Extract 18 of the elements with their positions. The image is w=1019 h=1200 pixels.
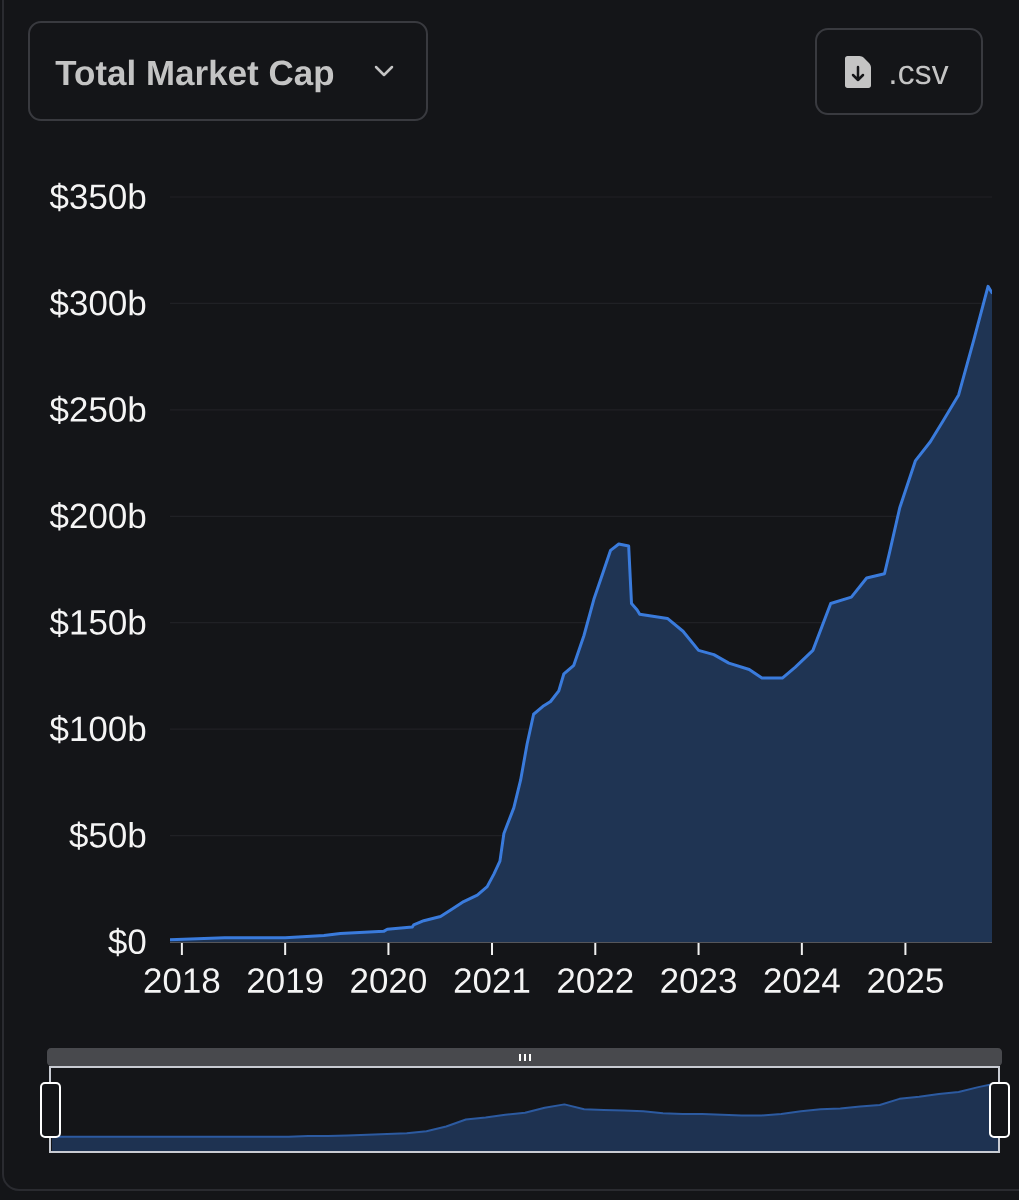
chart-title: Total Market Cap bbox=[55, 59, 334, 93]
x-tick-label: 2020 bbox=[351, 968, 426, 993]
x-tick-label: 2018 bbox=[144, 968, 220, 993]
y-tick-label: $0 bbox=[108, 927, 146, 957]
y-tick-label: $250b bbox=[49, 395, 146, 425]
y-tick-label: $50b bbox=[69, 821, 146, 850]
x-tick-label: 2019 bbox=[247, 968, 323, 993]
y-tick-label: $100b bbox=[49, 714, 146, 744]
text: .csv bbox=[891, 65, 949, 85]
x-tick-label: 2022 bbox=[558, 968, 633, 993]
x-tick-label: 2025 bbox=[868, 968, 943, 993]
y-tick-label: $350b bbox=[49, 182, 146, 212]
x-tick-label: 2024 bbox=[764, 968, 840, 993]
y-tick-label: $150b bbox=[49, 608, 146, 637]
y-tick-label: $300b bbox=[49, 289, 146, 318]
x-tick-label: 2023 bbox=[661, 968, 736, 993]
x-tick-label: 2021 bbox=[454, 968, 530, 993]
y-tick-label: $200b bbox=[49, 502, 146, 531]
